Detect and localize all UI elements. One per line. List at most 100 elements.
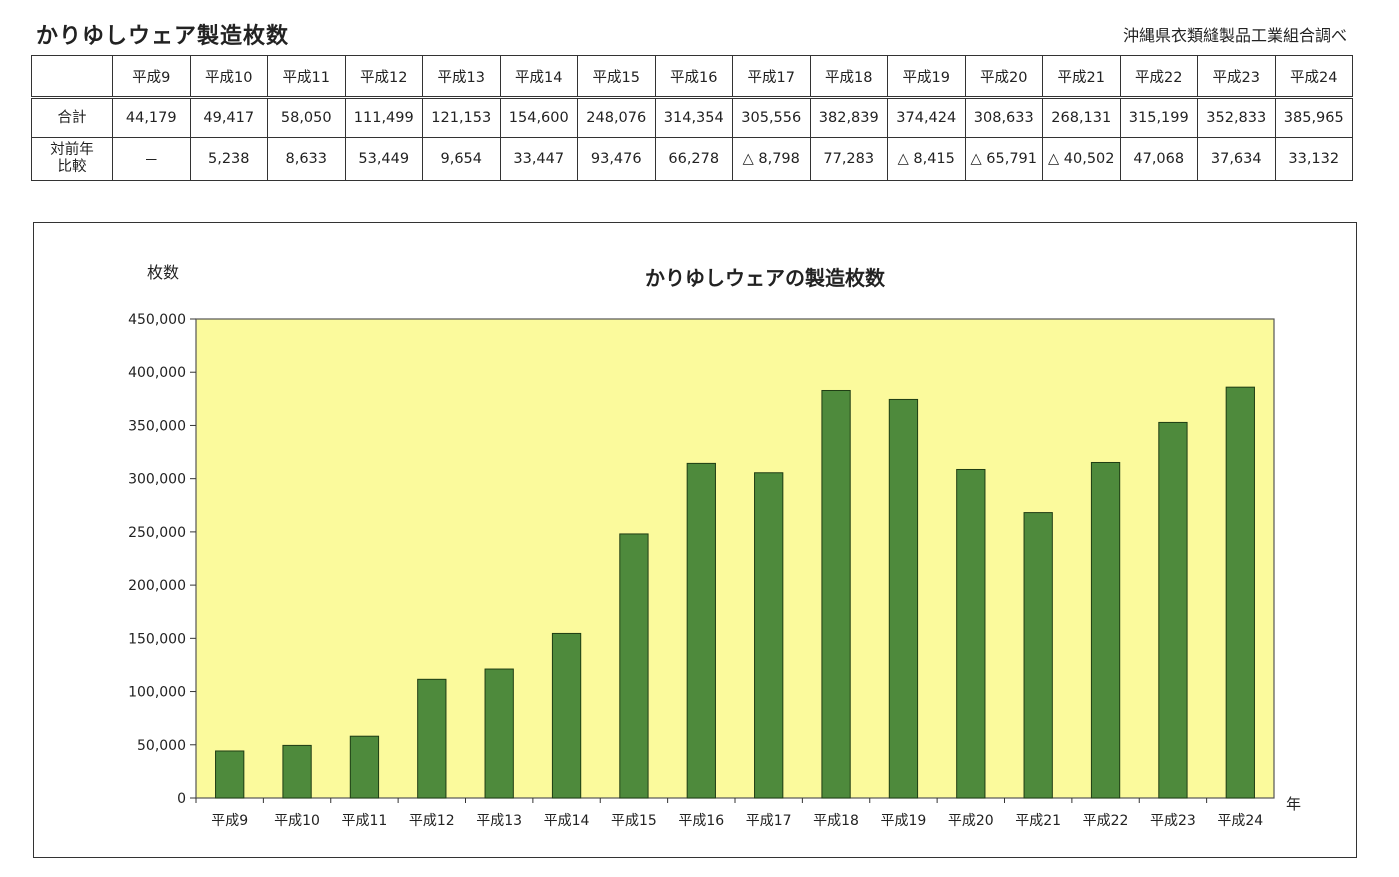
y-tick-label: 0 (177, 791, 186, 807)
bar (349, 735, 380, 799)
table-cell: 5,238 (189, 137, 268, 181)
x-tick-label: 平成17 (746, 813, 792, 829)
page-title: かりゆしウェア製造枚数 (36, 24, 290, 49)
table-cell: 49,417 (189, 96, 268, 138)
table-header-cell: 平成19 (887, 55, 966, 98)
x-axis-label: 年 (1286, 795, 1301, 813)
y-tick-label: 350,000 (128, 418, 186, 434)
table-cell: 53,449 (344, 137, 423, 181)
bar (1225, 386, 1255, 799)
bar (821, 389, 851, 799)
x-tick-label: 平成22 (1083, 813, 1129, 829)
x-tick-label: 平成15 (611, 813, 657, 829)
chart-frame: かりゆしウェアの製造枚数 枚数年 0 50,000 100,000 150,000 200,… (33, 222, 1357, 858)
table-cell: 121,153 (422, 96, 501, 138)
bar (417, 678, 447, 799)
table-header-cell: 平成18 (809, 55, 888, 98)
x-tick-label: 平成12 (409, 813, 455, 829)
table-cell: △ 8,415 (887, 137, 966, 181)
y-tick-label: 50,000 (137, 738, 186, 754)
x-tick-label: 平成21 (1015, 813, 1061, 829)
table-row-label: 合計 (31, 96, 113, 138)
table-cell: 305,556 (732, 96, 811, 138)
table-cell: 308,633 (964, 96, 1043, 138)
table-cell: △ 8,798 (732, 137, 811, 181)
table-header-cell: 平成17 (732, 55, 811, 98)
table-header-cell: 平成10 (189, 55, 268, 98)
table-cell: 314,354 (654, 96, 733, 138)
table-header-cell: 平成22 (1119, 55, 1198, 98)
table-cell: 268,131 (1042, 96, 1121, 138)
x-tick-label: 平成9 (211, 813, 248, 829)
table-cell: 58,050 (267, 96, 346, 138)
table-corner-cell (31, 55, 113, 98)
bar (1023, 512, 1053, 799)
table-header-cell: 平成13 (422, 55, 501, 98)
y-tick-label: 200,000 (128, 578, 186, 594)
x-tick-label: 平成11 (342, 813, 388, 829)
table-cell: － (112, 137, 191, 181)
table-cell: 37,634 (1197, 137, 1276, 181)
table-cell: 385,965 (1274, 96, 1353, 138)
table-cell: 382,839 (809, 96, 888, 138)
table-row-label: 対前年 比較 (31, 137, 113, 181)
table-cell: 33,132 (1274, 137, 1353, 181)
x-tick-label: 平成10 (274, 813, 320, 829)
bar (282, 744, 312, 799)
row-label-line: 対前年 (50, 142, 94, 158)
table-cell: 77,283 (809, 137, 888, 181)
table-cell: 154,600 (499, 96, 578, 138)
source-note: 沖縄県衣類縫製品工業組合調べ (1122, 26, 1347, 45)
bar (619, 533, 649, 799)
table-header-cell: 平成12 (344, 55, 423, 98)
x-tick-label: 平成14 (544, 813, 590, 829)
bar (1158, 421, 1188, 799)
table-header-cell: 平成9 (112, 55, 191, 98)
table-header-cell: 平成24 (1274, 55, 1353, 98)
x-tick-label: 平成13 (476, 813, 522, 829)
x-tick-label: 平成24 (1217, 813, 1263, 829)
table-cell: 315,199 (1119, 96, 1198, 138)
table-header-cell: 平成15 (577, 55, 656, 98)
bar (686, 462, 716, 799)
x-tick-label: 平成18 (813, 813, 859, 829)
table-cell: 111,499 (344, 96, 423, 138)
table-cell: 33,447 (499, 137, 578, 181)
y-tick-label: 150,000 (128, 631, 186, 647)
data-table: 平成9 平成10 平成11 平成12 平成13 平成14 平成15 平成16 平成17 平成18 平… (31, 55, 1353, 181)
x-tick-label: 平成23 (1150, 813, 1196, 829)
table-cell: △ 40,502 (1042, 137, 1121, 181)
y-tick-label: 400,000 (128, 365, 186, 381)
y-tick-label: 100,000 (128, 685, 186, 701)
table-header-cell: 平成14 (499, 55, 578, 98)
y-axis-label: 枚数 (147, 263, 179, 282)
y-tick-label: 300,000 (128, 472, 186, 488)
bar (1090, 461, 1121, 799)
bar-chart: かりゆしウェアの製造枚数 枚数年 0 50,000 100,000 150,000 200,… (128, 263, 1301, 829)
row-label-line: 比較 (57, 159, 87, 175)
bar (754, 472, 784, 799)
x-tick-label: 平成20 (948, 813, 994, 829)
x-tick-label: 平成16 (678, 813, 724, 829)
bar (484, 668, 514, 799)
table-header-cell: 平成23 (1197, 55, 1276, 98)
x-tick-label: 平成19 (881, 813, 927, 829)
table-cell: 9,654 (422, 137, 501, 181)
chart-title: かりゆしウェアの製造枚数 (645, 266, 886, 290)
table-cell: 93,476 (577, 137, 656, 181)
y-tick-label: 250,000 (128, 525, 186, 541)
table-cell: 8,633 (267, 137, 346, 181)
table-cell: 44,179 (112, 96, 191, 138)
table-cell: 248,076 (577, 96, 656, 138)
table-cell: 66,278 (654, 137, 733, 181)
table-cell: 374,424 (887, 96, 966, 138)
table-cell: △ 65,791 (964, 137, 1043, 181)
table-header-cell: 平成21 (1042, 55, 1121, 98)
table-header-cell: 平成20 (964, 55, 1043, 98)
bar (551, 632, 582, 799)
bar (215, 750, 245, 799)
row-label-line: 合計 (57, 109, 87, 126)
table-row: 対前年 比較－ 5,238 8,633 53,449 9,654 33,447 93,476 6… (31, 137, 1353, 181)
table-header-cell: 平成11 (267, 55, 346, 98)
bar (956, 468, 986, 799)
